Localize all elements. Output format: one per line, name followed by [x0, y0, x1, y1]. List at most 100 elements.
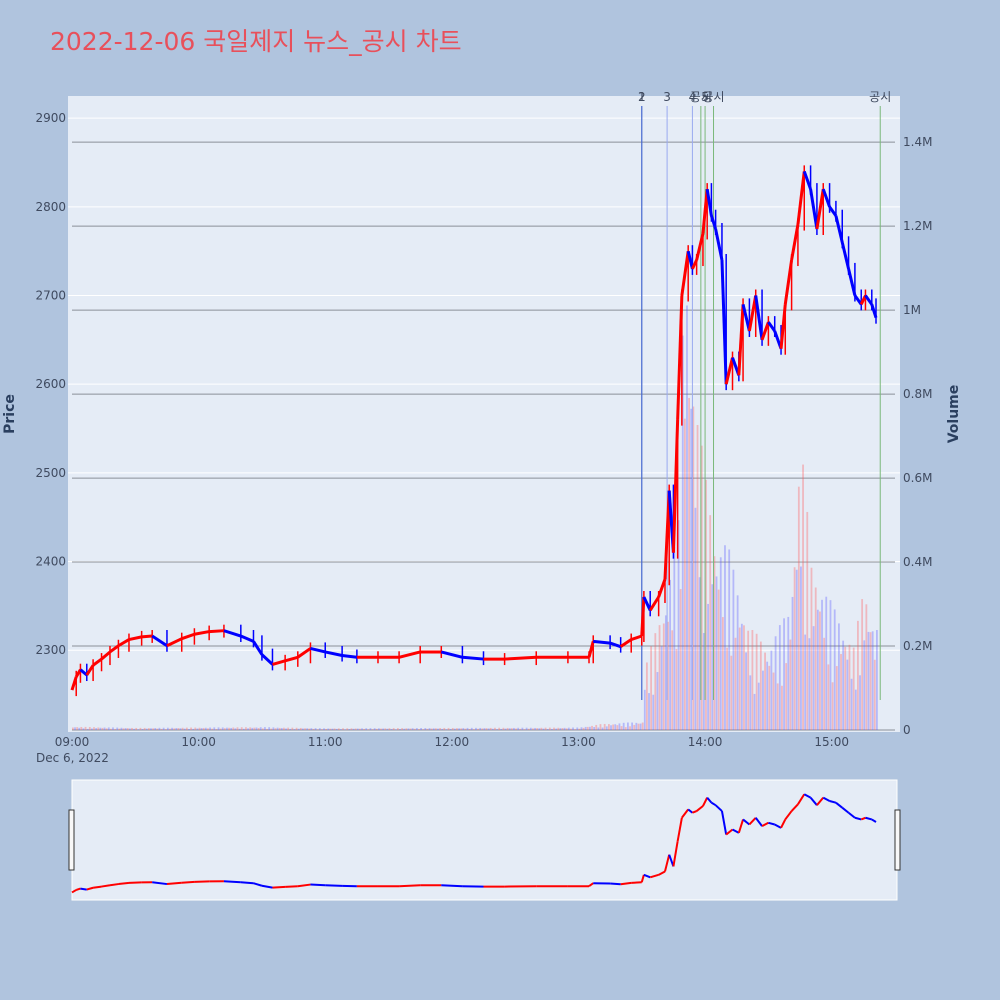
volume-bar [434, 728, 437, 730]
volume-bar [396, 728, 399, 730]
volume-bar [407, 728, 410, 730]
price-segment [92, 657, 103, 667]
volume-bar [162, 727, 165, 730]
price-segment [209, 629, 225, 634]
volume-bar [692, 406, 695, 730]
volume-bar [255, 727, 258, 730]
volume-bar [755, 633, 758, 730]
slider-price-segment [620, 881, 632, 886]
volume-bar [844, 646, 847, 730]
price-segment [128, 635, 142, 642]
volume-bar [821, 599, 823, 730]
volume-bar [164, 729, 167, 730]
annotation-label: 공시 [690, 90, 712, 104]
volume-bar [194, 727, 197, 730]
volume-bar [510, 728, 513, 730]
volume-bar [705, 479, 707, 730]
volume-bar [337, 728, 340, 730]
slider-price-segment [803, 793, 812, 799]
volume-bar [800, 566, 802, 730]
price-segment [828, 205, 838, 217]
volume-bar [88, 726, 91, 730]
price-segment [310, 646, 326, 654]
volume-bar [863, 640, 866, 730]
volume-bar [774, 636, 777, 730]
volume-bar [622, 722, 625, 730]
volume-bar [365, 728, 368, 730]
volume-bar [876, 630, 878, 730]
volume-bar [314, 728, 317, 730]
range-slider-left-handle[interactable] [68, 809, 75, 871]
price-segment [619, 638, 633, 648]
slider-price-segment [692, 810, 698, 814]
volume-bar [192, 728, 195, 730]
volume-bar [542, 728, 545, 730]
volume-bar [586, 726, 589, 730]
volume-bar [188, 728, 190, 730]
volume-bar [439, 728, 441, 730]
volume-bar [631, 722, 634, 730]
price-segment [796, 171, 806, 225]
volume-bar [759, 641, 762, 730]
volume-bar [785, 663, 788, 730]
volume-bar [331, 728, 334, 730]
volume-bar [563, 727, 566, 730]
volume-bar [105, 728, 108, 730]
slider-price-segment [720, 810, 728, 835]
volume-bar [302, 728, 304, 730]
price-segment [504, 655, 537, 661]
y-tick-label: 2700 [35, 289, 66, 303]
volume-bar [150, 728, 152, 730]
slider-price-segment [754, 817, 763, 827]
volume-bar [593, 727, 596, 730]
volume-bar [451, 727, 454, 730]
volume-bar [211, 728, 214, 730]
volume-bar [745, 652, 747, 730]
volume-bar [447, 727, 450, 730]
volume-bar [82, 728, 85, 730]
volume-bar [390, 729, 393, 730]
volume-bar [857, 620, 859, 730]
volume-bar [730, 655, 733, 730]
volume-bar [173, 728, 176, 730]
volume-bar [671, 630, 674, 730]
volume-bar [635, 722, 638, 730]
volume-bar [147, 728, 150, 730]
volume-bar [468, 728, 471, 730]
slider-price-segment [610, 882, 621, 886]
volume-bar [289, 728, 292, 730]
volume-bar [764, 652, 766, 730]
slider-price-segment [784, 810, 793, 821]
slider-price-segment [101, 884, 111, 888]
volume-bar [460, 728, 463, 730]
volume-bar [667, 621, 669, 730]
slider-price-segment [109, 883, 119, 887]
volume-bar [618, 723, 621, 730]
volume-bar [789, 639, 792, 730]
slider-price-segment [325, 884, 343, 887]
volume-bar [711, 584, 714, 730]
volume-bar [380, 728, 382, 730]
volume-bar [386, 728, 389, 730]
volume-bar [160, 728, 163, 730]
volume-bar [310, 728, 313, 730]
volume-bar [698, 577, 701, 730]
volume-bar [261, 728, 264, 730]
volume-bar [487, 728, 490, 730]
volume-bar [238, 728, 241, 730]
y-tick-label: 2900 [35, 111, 66, 125]
price-segment [260, 653, 274, 666]
volume-bar [825, 596, 828, 730]
volume-bar [171, 727, 173, 730]
volume-bar [770, 650, 773, 730]
slider-price-segment [790, 803, 799, 812]
slider-price-segment [253, 882, 263, 887]
slider-price-segment [710, 801, 717, 807]
volume-bar [660, 646, 663, 730]
range-slider-right-handle[interactable] [894, 809, 901, 871]
volume-bar [717, 589, 720, 730]
volume-bar [137, 729, 140, 730]
slider-price-segment [687, 808, 694, 814]
volume-bar [850, 678, 853, 730]
